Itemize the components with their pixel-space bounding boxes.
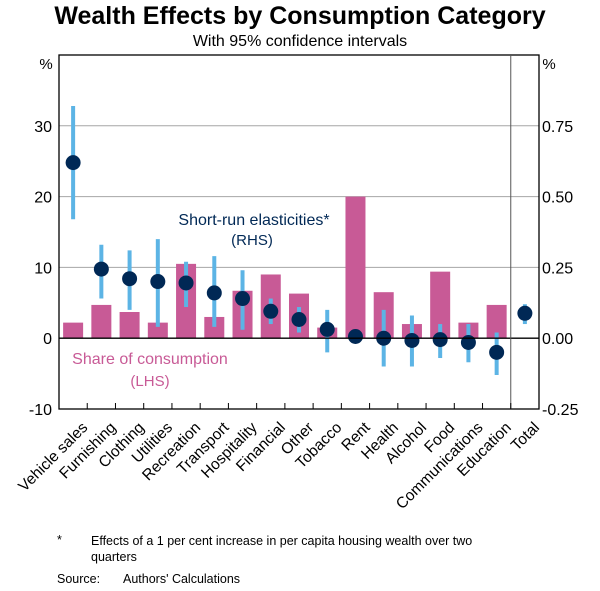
bar-clothing <box>119 312 140 339</box>
bar-vehicle-sales <box>63 322 84 339</box>
gridlines <box>59 125 539 268</box>
bar-furnishing <box>91 304 112 339</box>
left-tick-label: 0 <box>43 331 52 348</box>
point-furnishing <box>93 261 109 277</box>
plot-frame <box>58 54 540 410</box>
footnote-text: Effects of a 1 per cent increase in per … <box>91 534 473 564</box>
x-axis-labels: Vehicle salesFurnishingClothingUtilities… <box>15 419 543 513</box>
point-hospitality <box>235 291 251 307</box>
chart-title: Wealth Effects by Consumption Category <box>54 2 546 30</box>
chart-subtitle: With 95% confidence intervals <box>192 33 408 50</box>
point-rent <box>347 329 363 345</box>
bar-utilities <box>147 322 168 339</box>
right-tick-label: 0.50 <box>542 190 573 207</box>
bar-food <box>430 271 451 339</box>
bar-education <box>486 304 507 339</box>
point-financial <box>263 303 279 319</box>
point-transport <box>206 285 222 301</box>
right-tick-label: 0.75 <box>542 119 573 136</box>
left-tick-label: 20 <box>34 190 52 207</box>
right-tick-label: 0.00 <box>542 331 573 348</box>
point-series <box>65 155 533 360</box>
x-label: Total <box>508 419 543 454</box>
elasticity-legend-axis: (RHS) <box>231 232 273 249</box>
source-text: Authors' Calculations <box>123 572 241 586</box>
point-food <box>432 332 448 348</box>
elasticity-legend-label: Short-run elasticities* <box>178 212 329 229</box>
left-tick-label: 30 <box>34 119 52 136</box>
bar-rent <box>345 196 366 339</box>
right-tick-label: 0.25 <box>542 260 573 277</box>
point-communications <box>460 334 476 350</box>
point-recreation <box>178 275 194 291</box>
right-axis-ticks: -0.25 0.00 0.25 0.50 0.75 <box>542 119 579 419</box>
source-label: Source: <box>57 572 101 586</box>
share-legend-label: Share of consumption <box>72 351 228 368</box>
point-other <box>291 312 307 328</box>
bar-transport <box>204 316 225 339</box>
plot-border <box>58 54 540 410</box>
share-legend-axis: (LHS) <box>130 373 169 390</box>
footnote-marker: * <box>57 533 62 547</box>
right-tick-label: -0.25 <box>542 402 579 419</box>
point-total <box>517 305 533 321</box>
point-utilities <box>150 274 166 290</box>
point-tobacco <box>319 321 335 337</box>
right-axis-unit: % <box>542 56 555 73</box>
left-axis-ticks: -10 0 10 20 30 <box>29 119 52 419</box>
point-alcohol <box>404 332 420 348</box>
left-tick-label: 10 <box>34 260 52 277</box>
point-education <box>489 344 505 360</box>
left-axis-unit: % <box>39 56 52 73</box>
left-tick-label: -10 <box>29 402 52 419</box>
point-clothing <box>122 271 138 287</box>
point-vehicle-sales <box>65 155 81 171</box>
